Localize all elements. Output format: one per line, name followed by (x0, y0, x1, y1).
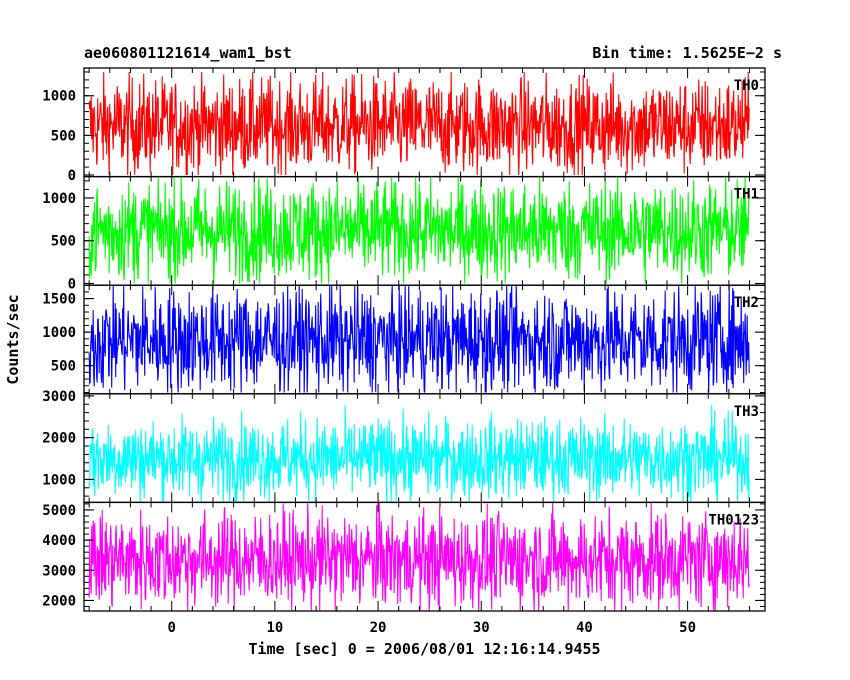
y-tick-label: 0 (68, 276, 76, 292)
bin-time-label: Bin time: 1.5625E−2 s (592, 44, 782, 62)
panel-th1: 0 500 1000 TH1 (42, 175, 766, 292)
panel-label-th3: TH3 (734, 404, 759, 420)
panel-th3: 1000 2000 3000 TH3 (42, 389, 766, 504)
series-line-th2 (88, 285, 750, 393)
panel-frame (83, 501, 766, 612)
x-tick-label: 50 (679, 620, 696, 636)
y-tick-label: 500 (51, 234, 76, 250)
x-tick-label: 0 (167, 620, 175, 636)
panel-label-th0: TH0 (734, 78, 759, 94)
panel-th2: 500 1000 1500 TH2 (42, 284, 766, 395)
y-tick-label: 2000 (42, 593, 76, 609)
y-tick-label: 2000 (42, 431, 76, 447)
panel-th0123: 2000 3000 4000 5000 TH0123 (42, 501, 766, 612)
chart-title: ae060801121614_wam1_bst (84, 44, 292, 62)
panel-label-th0123: TH0123 (708, 512, 759, 528)
series-line-th0 (88, 71, 750, 176)
y-tick-label: 5000 (42, 503, 76, 519)
panel-th0: 0 500 1000 TH0 (42, 67, 766, 184)
series-line-th0123 (88, 502, 750, 612)
panel-label-th1: TH1 (734, 187, 759, 203)
y-tick-label: 1000 (42, 191, 76, 207)
series-line-th3 (88, 404, 750, 503)
y-tick-label: 500 (51, 128, 76, 144)
x-tick-label: 30 (473, 620, 490, 636)
y-tick-label: 500 (51, 359, 76, 375)
x-tick-label: 10 (266, 620, 283, 636)
y-tick-label: 1000 (42, 325, 76, 341)
y-tick-label: 1000 (42, 472, 76, 488)
y-tick-label: 0 (68, 168, 76, 184)
y-tick-label: 1500 (42, 292, 76, 308)
y-tick-label: 3000 (42, 563, 76, 579)
y-tick-label: 1000 (42, 89, 76, 105)
y-tick-label: 3000 (42, 389, 76, 405)
x-tick-label: 20 (370, 620, 387, 636)
x-tick-label: 40 (576, 620, 593, 636)
series-line-th1 (88, 176, 750, 284)
y-axis-label: Counts/sec (4, 294, 22, 384)
x-axis-label: Time [sec] 0 = 2006/08/01 12:16:14.9455 (248, 640, 600, 658)
panel-label-th2: TH2 (734, 295, 759, 311)
y-tick-label: 4000 (42, 533, 76, 549)
